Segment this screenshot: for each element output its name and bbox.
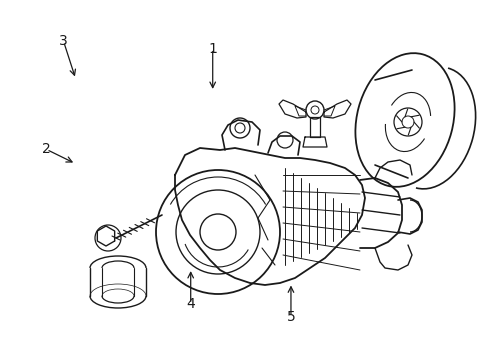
Text: 1: 1 (208, 42, 217, 55)
Text: 2: 2 (42, 143, 51, 156)
Text: 4: 4 (186, 297, 195, 311)
Text: 3: 3 (59, 35, 68, 48)
Text: 5: 5 (286, 310, 295, 324)
